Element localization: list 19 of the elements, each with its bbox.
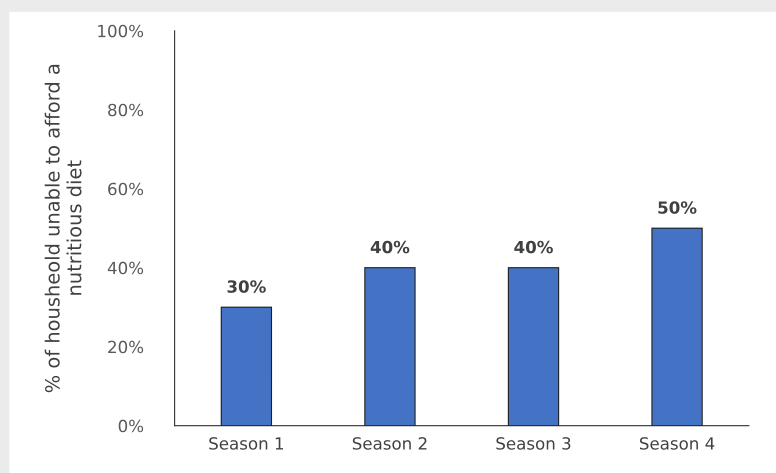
data-label: 40%	[514, 240, 553, 254]
bar	[508, 267, 560, 426]
x-tick-label: Season 3	[496, 437, 570, 450]
y-tick-label: 0%	[118, 420, 144, 432]
data-label: 50%	[658, 201, 696, 214]
x-tick-label: Season 4	[640, 437, 714, 450]
y-axis-title: % of housheold unable to afford a nutritious diet	[44, 64, 82, 392]
bar	[364, 267, 416, 426]
bar	[651, 228, 703, 426]
y-tick-label: 100%	[98, 24, 144, 38]
x-tick-label: Season 2	[352, 437, 426, 450]
data-label: 30%	[228, 280, 266, 293]
y-tick-label: 60%	[108, 182, 144, 196]
y-tick-label: 20%	[108, 340, 144, 354]
bar	[220, 306, 272, 426]
y-tick-label: 80%	[108, 104, 144, 116]
x-tick-label: Season 1	[209, 437, 284, 450]
y-tick-label: 40%	[108, 262, 144, 274]
data-label: 40%	[370, 240, 410, 254]
